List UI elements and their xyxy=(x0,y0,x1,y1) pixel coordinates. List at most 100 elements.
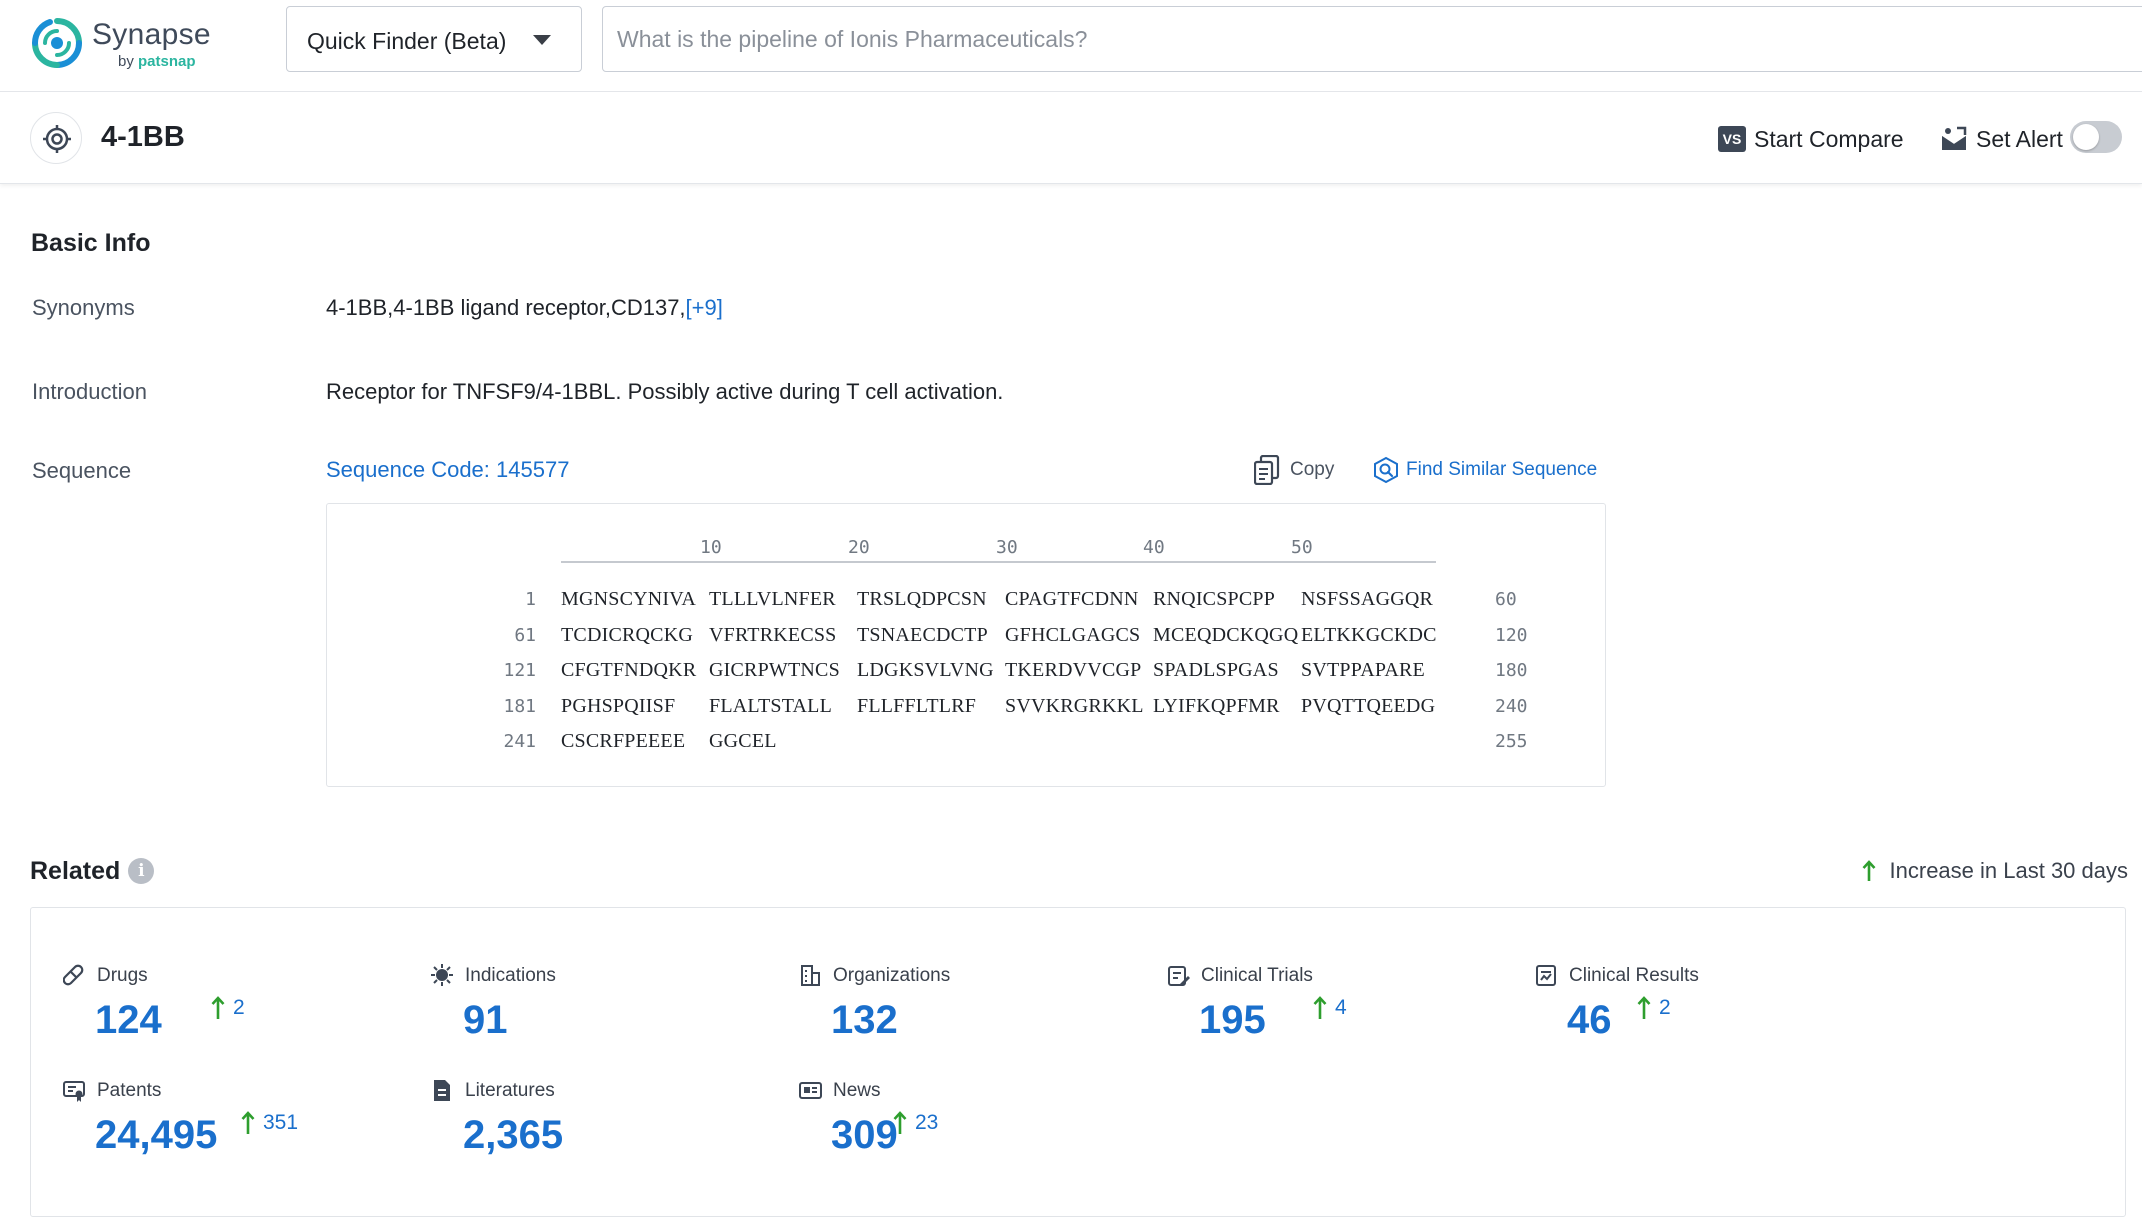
synonyms-more-link[interactable]: [+9] xyxy=(686,295,723,320)
synapse-logo[interactable]: Synapse by patsnap xyxy=(30,16,240,72)
related-stat-clinical-results[interactable]: Clinical Results 46 2 xyxy=(1535,963,1875,1063)
stat-label-text: Clinical Results xyxy=(1569,965,1699,987)
find-similar-label: Find Similar Sequence xyxy=(1406,459,1597,481)
stat-label-text: Organizations xyxy=(833,965,950,987)
stat-label-text: News xyxy=(833,1080,881,1102)
related-title: Related xyxy=(30,857,120,886)
synapse-logo-icon xyxy=(30,16,84,70)
stat-value: 91 xyxy=(463,998,508,1043)
newspaper-icon xyxy=(799,1079,823,1103)
stat-label-text: Clinical Trials xyxy=(1201,965,1313,987)
sequence-chunk: PVQTTQEEDG xyxy=(1301,695,1435,718)
logo-brand: patsnap xyxy=(138,53,196,70)
synonyms-label: Synonyms xyxy=(32,295,135,321)
sequence-ruler xyxy=(561,561,1436,563)
stat-value: 132 xyxy=(831,998,898,1043)
find-similar-sequence-button[interactable]: Find Similar Sequence xyxy=(1372,455,1597,485)
top-bar: Synapse by patsnap Quick Finder (Beta) xyxy=(0,0,2142,92)
search-input[interactable] xyxy=(602,6,2142,72)
copy-icon xyxy=(1254,455,1280,485)
stat-value: 46 xyxy=(1567,998,1612,1043)
quick-finder-label: Quick Finder (Beta) xyxy=(307,28,506,55)
stat-label: Indications xyxy=(431,963,556,989)
start-compare-button[interactable]: VS Start Compare xyxy=(1718,122,1904,156)
stat-increase-value: 23 xyxy=(915,1111,938,1135)
stat-increase: 23 xyxy=(893,1108,938,1138)
report-icon xyxy=(1535,964,1559,988)
stat-increase: 351 xyxy=(241,1108,298,1138)
synonyms-text: 4-1BB,4-1BB ligand receptor,CD137, xyxy=(326,295,686,320)
ruler-tick-label: 50 xyxy=(1291,537,1313,558)
stat-increase-value: 4 xyxy=(1335,996,1347,1020)
toggle-knob xyxy=(2073,124,2099,150)
stat-increase: 4 xyxy=(1313,993,1347,1023)
related-stat-literatures[interactable]: Literatures 2,365 xyxy=(431,1078,771,1178)
clipboard-icon xyxy=(1167,964,1191,988)
stat-value: 2,365 xyxy=(463,1113,563,1158)
info-icon[interactable]: i xyxy=(128,858,154,884)
stat-increase-value: 2 xyxy=(1659,996,1671,1020)
crosshair-icon xyxy=(43,125,71,153)
ruler-tick-label: 20 xyxy=(848,537,870,558)
logo-name: Synapse xyxy=(92,18,211,52)
arrow-up-icon xyxy=(1637,996,1651,1020)
alert-envelope-icon xyxy=(1940,126,1968,152)
certificate-icon xyxy=(63,1079,87,1103)
stat-value: 124 xyxy=(95,998,162,1043)
sequence-row-start: 181 xyxy=(0,696,536,717)
related-stat-news[interactable]: News 309 23 xyxy=(799,1078,1139,1178)
sequence-chunk: RNQICSPCPP xyxy=(1153,588,1275,611)
sequence-row-end: 255 xyxy=(1495,731,1528,752)
arrow-up-icon xyxy=(1313,996,1327,1020)
quick-finder-dropdown[interactable]: Quick Finder (Beta) xyxy=(286,6,582,72)
increase-legend: Increase in Last 30 days xyxy=(1862,855,2128,887)
sequence-code-link[interactable]: Sequence Code: 145577 xyxy=(326,457,569,483)
start-compare-label: Start Compare xyxy=(1754,126,1904,153)
sequence-chunk: GICRPWTNCS xyxy=(709,659,840,682)
stat-increase-value: 2 xyxy=(233,996,245,1020)
stat-value: 195 xyxy=(1199,998,1266,1043)
sequence-row-end: 60 xyxy=(1495,589,1517,610)
document-icon xyxy=(431,1079,455,1103)
sequence-row-start: 241 xyxy=(0,731,536,752)
related-stat-patents[interactable]: Patents 24,495 351 xyxy=(63,1078,403,1178)
related-stat-organizations[interactable]: Organizations 132 xyxy=(799,963,1139,1063)
sequence-chunk: LYIFKQPFMR xyxy=(1153,695,1280,718)
ruler-tick-label: 10 xyxy=(700,537,722,558)
sequence-chunk: MGNSCYNIVA xyxy=(561,588,696,611)
sequence-chunk: GFHCLGAGCS xyxy=(1005,624,1140,647)
sequence-chunk: FLLFFLTLRF xyxy=(857,695,976,718)
related-stat-drugs[interactable]: Drugs1242 xyxy=(63,963,403,1063)
sequence-chunk: TRSLQDPCSN xyxy=(857,588,987,611)
sequence-chunk: SVTPPAPARE xyxy=(1301,659,1425,682)
stat-label: Literatures xyxy=(431,1078,555,1104)
ruler-tick-label: 40 xyxy=(1143,537,1165,558)
set-alert-toggle[interactable] xyxy=(2070,121,2122,153)
arrow-up-icon xyxy=(211,996,225,1020)
sequence-row-end: 180 xyxy=(1495,660,1528,681)
sequence-chunk: FLALTSTALL xyxy=(709,695,832,718)
find-similar-icon xyxy=(1372,456,1400,484)
stat-value: 24,495 xyxy=(95,1113,217,1158)
copy-button[interactable]: Copy xyxy=(1254,455,1334,485)
sequence-chunk: TLLLVLNFER xyxy=(709,588,836,611)
stat-increase: 2 xyxy=(1637,993,1671,1023)
sequence-row-end: 120 xyxy=(1495,625,1528,646)
sequence-chunk: TKERDVVCGP xyxy=(1005,659,1141,682)
caret-down-icon xyxy=(533,35,551,45)
related-header: Related i xyxy=(30,855,154,887)
stat-increase: 2 xyxy=(211,993,245,1023)
stat-value: 309 xyxy=(831,1113,898,1158)
sequence-chunk: TSNAECDCTP xyxy=(857,624,988,647)
stat-label: Clinical Results xyxy=(1535,963,1699,989)
stat-label: Organizations xyxy=(799,963,950,989)
stat-label: Patents xyxy=(63,1078,161,1104)
stat-label: News xyxy=(799,1078,881,1104)
related-stat-clinical-trials[interactable]: Clinical Trials 195 4 xyxy=(1167,963,1507,1063)
logo-by-text: by xyxy=(118,53,134,70)
set-alert-button[interactable]: Set Alert xyxy=(1940,122,2063,156)
related-stat-indications[interactable]: Indications 91 xyxy=(431,963,771,1063)
vs-icon: VS xyxy=(1718,126,1746,152)
target-crosshair-icon xyxy=(30,112,82,164)
synonyms-value: 4-1BB,4-1BB ligand receptor,CD137,[+9] xyxy=(326,295,723,321)
